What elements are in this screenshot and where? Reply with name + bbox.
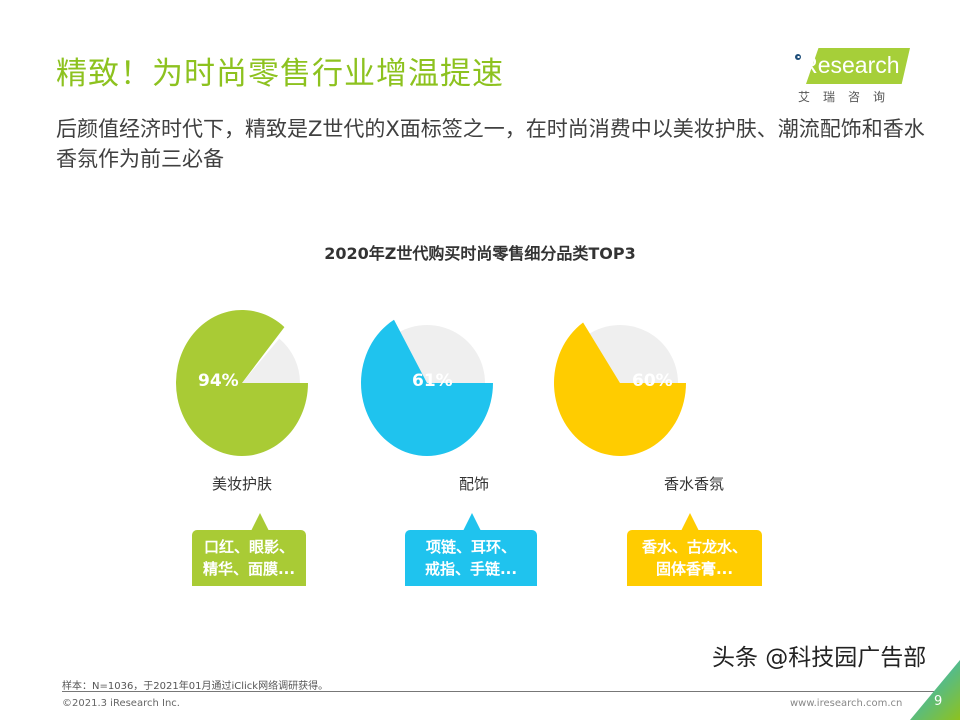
pie-label-1: 61% xyxy=(412,371,453,391)
category-label-1: 配饰 xyxy=(458,475,489,493)
watermark: 头条 @科技园广告部 xyxy=(712,645,927,671)
callout-line: 戒指、手链... xyxy=(424,560,518,578)
page-number: 9 xyxy=(934,694,943,709)
pie-remainder-slice-1 xyxy=(398,325,485,383)
pie-slice-0 xyxy=(176,310,308,456)
sample-note: 样本：N=1036，于2021年01月通过iClick网络调研获得。 xyxy=(62,681,329,692)
logo-cn: 艾瑞咨询 xyxy=(798,90,899,104)
pie-label-2: 60% xyxy=(632,371,673,391)
copyright: ©2021.3 iResearch Inc. xyxy=(62,698,180,709)
callout-line: 口红、眼影、 xyxy=(203,538,294,556)
category-label-2: 香水香氛 xyxy=(663,475,724,493)
page-title: 精致！为时尚零售行业增温提速 xyxy=(56,56,504,92)
chart-title: 2020年Z世代购买时尚零售细分品类TOP3 xyxy=(324,244,636,263)
pie-remainder-slice-0 xyxy=(242,338,300,383)
callout-line: 固体香膏... xyxy=(655,560,734,578)
page-subtitle: 后颜值经济时代下，精致是Z世代的X面标签之一，在时尚消费中以美妆护肤、潮流配饰和… xyxy=(56,117,925,171)
examples-callout-0: 口红、眼影、 精华、面膜... xyxy=(192,513,306,586)
pie-slice-2 xyxy=(554,322,686,456)
pie-label-0: 94% xyxy=(198,371,239,391)
logo-text: iResearch xyxy=(796,52,900,78)
footer-divider xyxy=(62,691,942,692)
website-url[interactable]: www.iresearch.com.cn xyxy=(790,698,903,709)
examples-callout-2: 香水、古龙水、 固体香膏... xyxy=(627,513,762,586)
callout-line: 香水、古龙水、 xyxy=(641,538,747,556)
examples-callout-1: 项链、耳环、 戒指、手链... xyxy=(405,513,537,586)
iresearch-logo: iResearch 艾瑞咨询 xyxy=(792,48,912,108)
callout-line: 项链、耳环、 xyxy=(425,538,516,556)
pie-remainder-slice-2 xyxy=(587,325,678,383)
pie-slice-1 xyxy=(361,319,493,456)
logo-background xyxy=(806,48,910,84)
logo-dot xyxy=(795,54,801,60)
callout-line: 精华、面膜... xyxy=(202,560,296,578)
category-label-0: 美妆护肤 xyxy=(211,475,272,493)
